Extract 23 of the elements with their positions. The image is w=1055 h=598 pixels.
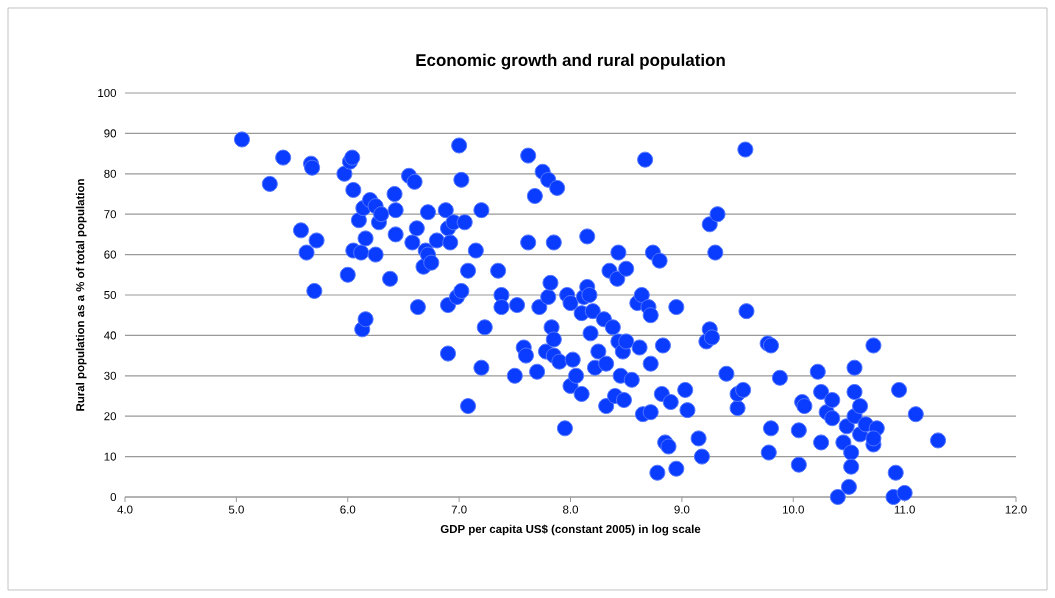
x-tick-label: 7.0 (451, 505, 467, 514)
x-tick-label: 6.0 (340, 505, 356, 514)
y-tick-label: 0 (110, 492, 117, 502)
y-tick-label: 30 (104, 371, 117, 380)
y-tick-label: 90 (104, 129, 117, 138)
x-axis-title: GDP per capita US$ (constant 2005) in log scale (440, 524, 701, 536)
x-tick-label: 4.0 (117, 505, 133, 514)
chart-title: Economic growth and rural population (416, 53, 725, 70)
x-tick-label: 12.0 (1005, 505, 1027, 514)
y-tick-label: 40 (104, 331, 117, 340)
x-tick-label: 8.0 (563, 505, 579, 514)
x-tick-label: 11.0 (894, 505, 915, 514)
y-tick-label: 50 (104, 290, 117, 300)
y-tick-label: 10 (104, 452, 117, 461)
x-tick-label: 5.0 (228, 505, 244, 514)
x-tick-label: 10.0 (782, 505, 804, 514)
x-tick-label: 9.0 (674, 505, 690, 514)
y-tick-label: 100 (98, 88, 117, 98)
y-tick-label: 80 (104, 169, 117, 178)
y-axis-title: Rural population as a % of total population (75, 179, 87, 411)
y-tick-label: 60 (104, 250, 117, 259)
y-tick-label: 70 (104, 210, 117, 219)
y-tick-label: 20 (104, 412, 117, 421)
